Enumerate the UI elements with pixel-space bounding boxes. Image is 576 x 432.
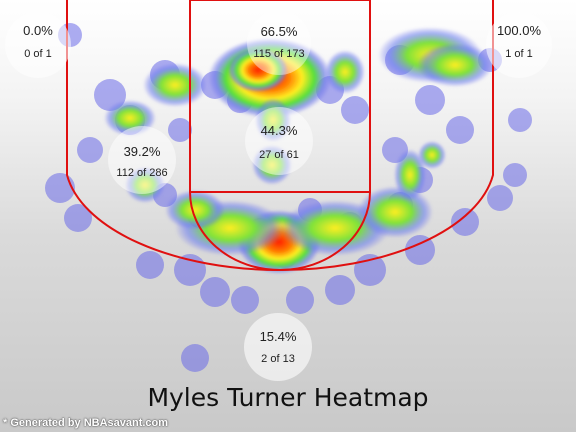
density-blob [325,275,355,305]
zone-labels: 0.0% 0 of 1 66.5% 115 of 173 100.0% 1 of… [5,11,552,381]
zone-pct: 66.5% [261,24,298,39]
zone-left-midrange: 39.2% 112 of 286 [108,126,176,194]
hotspot-layer [104,27,493,274]
density-blob [168,118,192,142]
zone-restricted-area: 66.5% 115 of 173 [247,11,311,75]
density-blob [405,235,435,265]
hotspot [394,149,426,201]
zone-pct: 0.0% [23,23,53,38]
zone-pct: 39.2% [124,144,161,159]
density-blob [77,137,103,163]
hotspot [143,63,207,107]
zone-left-corner-three: 0.0% 0 of 1 [5,12,71,78]
hotspot [418,141,446,169]
density-blob [286,286,314,314]
density-blob [136,251,164,279]
zone-pct: 44.3% [261,123,298,138]
credit-text: * Generated by NBAsavant.com [3,417,169,429]
free-throw-circle [189,191,371,271]
chart-title: Myles Turner Heatmap [147,383,429,412]
density-blob [446,116,474,144]
density-blob [231,286,259,314]
zone-count: 112 of 286 [116,167,167,179]
zone-count: 0 of 1 [24,48,52,60]
density-blob [174,254,206,286]
zone-count: 1 of 1 [505,48,533,60]
court-lines [66,0,494,271]
paint-box [189,0,371,193]
density-blob [200,277,230,307]
zone-count: 2 of 13 [261,353,295,365]
density-blob [415,85,445,115]
density-blob [181,344,209,372]
hotspot [228,48,288,92]
density-blob [503,163,527,187]
zone-pct: 100.0% [497,23,542,38]
density-blob [45,173,75,203]
density-blob [354,254,386,286]
hotspot [417,43,493,87]
zone-above-break-three: 15.4% 2 of 13 [244,313,312,381]
zone-pct: 15.4% [260,329,297,344]
zone-count: 27 of 61 [259,149,299,161]
density-blob [487,185,513,211]
density-blob [451,208,479,236]
density-blob [341,96,369,124]
density-blob [508,108,532,132]
zone-count: 115 of 173 [253,48,304,60]
zone-paint: 44.3% 27 of 61 [245,107,313,175]
density-blob [64,204,92,232]
hotspot [325,50,365,94]
hotspot [357,186,433,238]
zone-right-corner-three: 100.0% 1 of 1 [486,12,552,78]
hotspot [165,190,225,230]
